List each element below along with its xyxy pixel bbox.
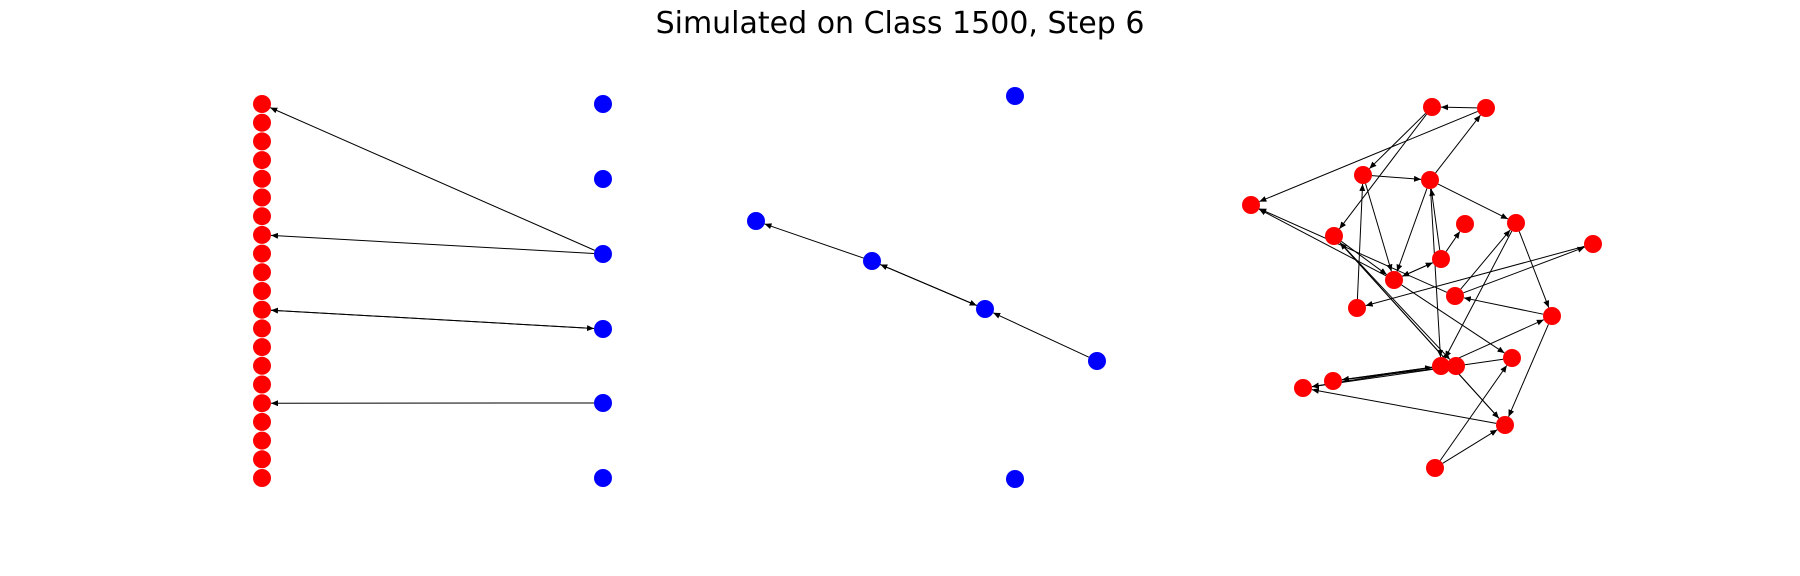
edge-n11-to-n16 [1339, 242, 1451, 360]
edge-n7-to-n13 [1365, 245, 1585, 307]
node-r5 [253, 169, 271, 188]
node-n1 [1423, 98, 1441, 116]
panel-bipartite-graph [253, 95, 612, 487]
node-r13 [253, 319, 271, 338]
edge-n2-to-n1 [1440, 104, 1478, 111]
edge-r12-to-b4 [270, 309, 595, 332]
edge-n3-to-n10 [1365, 183, 1393, 272]
node-r16 [253, 375, 271, 394]
node-n18 [1496, 416, 1514, 434]
node-n16 [1447, 357, 1465, 375]
node-b6 [594, 469, 612, 487]
node-b5 [594, 394, 612, 412]
edge-n17-to-n20 [1311, 358, 1504, 389]
node-r8 [253, 225, 271, 244]
node-r20 [253, 450, 271, 469]
node-b4 [594, 320, 612, 338]
edge-n10-to-n9 [1402, 262, 1433, 277]
edge-n12-to-n6 [1460, 229, 1511, 290]
edge-n10-to-n17 [1401, 284, 1505, 354]
node-n5 [1242, 196, 1260, 214]
node-r6 [253, 188, 271, 207]
node-n6 [1507, 214, 1525, 232]
node-r3 [253, 132, 271, 151]
node-n20 [1294, 379, 1312, 397]
edge-n21-to-n17 [1439, 365, 1508, 461]
node-n10 [1385, 271, 1403, 289]
node-r14 [253, 338, 271, 357]
edge-n9-to-n8 [1445, 231, 1461, 252]
node-n14 [1543, 307, 1561, 325]
node-n12 [1446, 287, 1464, 305]
node-n9 [1432, 250, 1450, 268]
node-r1 [253, 95, 271, 113]
node-n13 [1348, 299, 1366, 317]
node-n7 [1584, 235, 1602, 253]
edge-n1-to-n11 [1339, 113, 1427, 230]
edge-n21-to-n18 [1442, 429, 1498, 464]
node-n17 [1503, 349, 1521, 367]
node-r2 [253, 113, 271, 132]
edge-n14-to-n12 [1463, 296, 1544, 315]
node-n15 [1432, 357, 1450, 375]
node-c5 [1088, 352, 1106, 370]
edge-n2-to-n5 [1259, 110, 1478, 203]
node-r7 [253, 207, 271, 226]
edge-n18-to-n11 [1339, 242, 1500, 419]
node-r9 [253, 244, 271, 263]
edge-n4-to-n6 [1437, 183, 1509, 220]
node-r15 [253, 356, 271, 375]
panel-chain-graph [747, 87, 1106, 488]
edge-n13-to-n3 [1356, 183, 1366, 300]
edge-n1-to-n3 [1369, 112, 1426, 170]
node-c4 [976, 300, 994, 318]
edge-n9-to-n4 [1429, 188, 1441, 251]
node-r18 [253, 412, 271, 431]
node-n21 [1426, 459, 1444, 477]
edge-n12-to-n7 [1463, 246, 1585, 294]
edge-n14-to-n18 [1508, 324, 1549, 417]
panel-random-graph [1242, 98, 1602, 477]
edge-n11-to-n10 [1340, 240, 1388, 276]
node-c1 [1006, 87, 1024, 105]
edge-n4-to-n2 [1435, 114, 1481, 174]
node-n8 [1456, 215, 1474, 233]
node-n2 [1477, 99, 1495, 117]
edge-n6-to-n15 [1444, 230, 1513, 359]
edge-n10-to-n5 [1258, 208, 1387, 277]
node-r12 [253, 300, 271, 319]
edge-n4-to-n15 [1430, 188, 1444, 358]
edge-n15-to-n14 [1449, 319, 1544, 363]
node-c3 [863, 252, 881, 270]
figure-title: Simulated on Class 1500, Step 6 [655, 6, 1145, 41]
edge-c3-to-c2 [764, 223, 864, 259]
node-r4 [253, 151, 271, 170]
node-b2 [594, 170, 612, 188]
edge-b3-to-r8 [270, 232, 595, 254]
edge-n4-to-n10 [1396, 188, 1428, 272]
node-c6 [1006, 470, 1024, 488]
node-r19 [253, 431, 271, 450]
node-n19 [1324, 372, 1342, 390]
node-n11 [1325, 227, 1343, 245]
node-b1 [594, 95, 612, 113]
edge-c5-to-c4 [992, 312, 1090, 358]
node-b3 [594, 245, 612, 263]
edge-n3-to-n4 [1371, 175, 1422, 182]
node-n3 [1354, 166, 1372, 184]
edge-n6-to-n14 [1518, 231, 1550, 308]
node-r11 [253, 282, 271, 300]
edge-b3-to-r1 [270, 107, 595, 251]
graph-panels [253, 87, 1602, 488]
node-r21 [253, 469, 271, 487]
edge-n16-to-n19 [1341, 366, 1448, 383]
edge-n18-to-n20 [1311, 387, 1497, 424]
edge-c4-to-c3 [880, 264, 977, 306]
node-c2 [747, 212, 765, 230]
node-r10 [253, 263, 271, 282]
node-r17 [253, 394, 271, 413]
node-n4 [1421, 171, 1439, 189]
